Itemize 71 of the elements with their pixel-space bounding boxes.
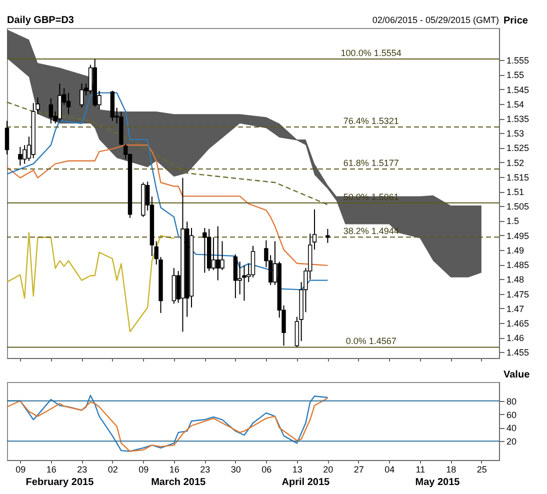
candlestick <box>250 245 256 278</box>
x-tick-label: 13 <box>292 464 302 474</box>
y-tick-label: 1.475 <box>506 289 530 300</box>
y-tick-label: 1.47 <box>506 304 524 314</box>
x-tick-label: 20 <box>323 464 334 474</box>
x-tick-label: 16 <box>46 464 56 474</box>
x-tick-label: 02 <box>108 464 118 474</box>
x-tick-label: 11 <box>416 464 426 474</box>
candlestick <box>233 254 238 299</box>
x2-tick-label: April 2015 <box>282 477 330 488</box>
ref-line-label: 76.4% 1.5321 <box>343 116 399 126</box>
y-tick-label: 1.485 <box>506 260 530 270</box>
y-tick-label: 60 <box>506 410 517 420</box>
x2-tick-label: February 2015 <box>26 477 94 488</box>
candlestick <box>220 240 224 271</box>
x-tick-label: 25 <box>476 464 487 474</box>
candlestick <box>202 228 207 274</box>
x-tick-label: 09 <box>16 464 26 474</box>
x2-tick-label: May 2015 <box>415 477 460 488</box>
y-tick-label: 1.555 <box>506 56 530 66</box>
ref-line-label: 38.2% 1.4944 <box>343 226 399 236</box>
y-tick-label: 1.535 <box>506 114 530 124</box>
chart-subtitle: 02/06/2015 - 05/29/2015 (GMT) <box>372 15 499 25</box>
x-tick-label: 04 <box>384 464 395 474</box>
y-tick-label: 1.5 <box>506 216 520 226</box>
y-tick-label: 1.49 <box>506 245 524 256</box>
x-tick-label: 23 <box>200 464 210 474</box>
y-axis-title: Price <box>504 16 528 26</box>
x-tick-label: 16 <box>169 464 180 474</box>
y-axis-title: Value <box>504 370 530 380</box>
candlestick <box>326 228 330 244</box>
x-tick-label: 06 <box>262 464 272 474</box>
candlestick <box>312 208 317 250</box>
line-series <box>6 92 328 290</box>
ref-line-label: 0.0% 1.4567 <box>346 336 396 346</box>
x-tick-label: 18 <box>446 464 456 474</box>
y-tick-label: 1.465 <box>506 318 530 328</box>
x-tick-label: 27 <box>354 464 364 474</box>
y-tick-label: 80 <box>506 396 517 406</box>
y-tick-label: 1.46 <box>506 333 524 344</box>
y-tick-label: 1.455 <box>506 348 530 358</box>
candlestick <box>18 146 22 166</box>
y-tick-label: 1.48 <box>506 274 524 285</box>
candlestick <box>80 82 84 108</box>
y-tick-label: 1.51 <box>506 187 524 198</box>
line-series <box>6 144 328 266</box>
y-tick-label: 20 <box>506 436 517 447</box>
candlestick <box>4 120 10 155</box>
candlestick <box>48 98 54 124</box>
line-series <box>6 232 175 332</box>
y-tick-label: 40 <box>506 423 517 434</box>
ref-line-label: 61.8% 1.5177 <box>343 158 399 168</box>
line-series <box>6 102 328 206</box>
candlestick <box>22 144 27 164</box>
y-tick-label: 1.525 <box>506 143 530 154</box>
x2-tick-label: March 2015 <box>151 477 206 488</box>
chart-title: Daily GBP=D3 <box>7 15 74 26</box>
candlestick <box>66 92 71 115</box>
y-tick-label: 1.55 <box>506 70 524 80</box>
y-tick-label: 1.54 <box>506 99 524 110</box>
x-tick-label: 09 <box>138 464 149 474</box>
y-tick-label: 1.52 <box>506 158 524 168</box>
y-tick-label: 1.505 <box>506 202 530 212</box>
ref-line-label: 100.0% 1.5554 <box>340 48 402 58</box>
y-tick-label: 1.495 <box>506 230 530 241</box>
x-tick-label: 23 <box>77 464 88 474</box>
y-tick-label: 1.515 <box>506 172 530 182</box>
y-tick-label: 1.53 <box>506 128 524 139</box>
y-tick-label: 1.545 <box>506 84 530 95</box>
candlestick <box>211 236 216 271</box>
x-tick-label: 30 <box>230 464 241 474</box>
